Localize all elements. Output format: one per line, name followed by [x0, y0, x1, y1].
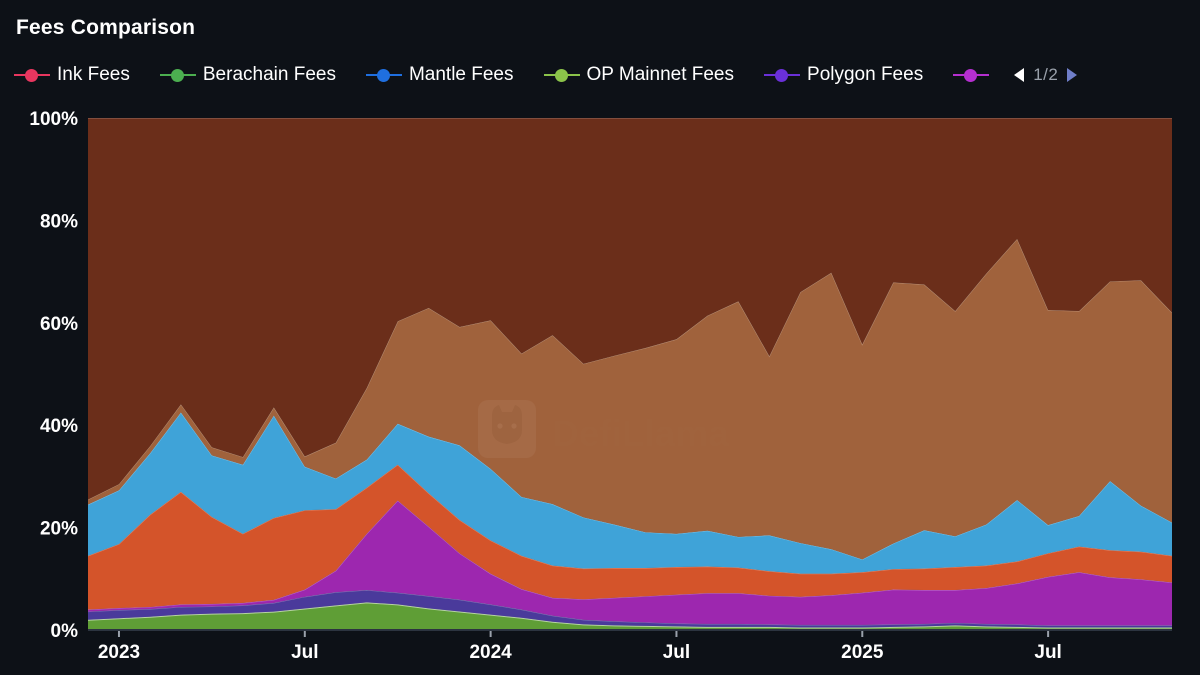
- legend-item-polygon-fees[interactable]: Polygon Fees: [764, 64, 923, 86]
- legend-label: Ink Fees: [57, 64, 130, 85]
- area-series: [88, 238, 1172, 560]
- area-series: [88, 118, 1172, 500]
- legend-dot-icon: [953, 67, 990, 83]
- y-axis-tick-label: 20%: [40, 519, 78, 540]
- chart-plot-area[interactable]: DefiLlama 0% 20% 40% 60% 80% 100% 2023 Jul 2024…: [0, 100, 1200, 675]
- x-axis-tick-label: Jul: [663, 642, 690, 663]
- chevron-right-icon[interactable]: [1067, 68, 1078, 82]
- stacked-area-chart: DefiLlama 0% 20% 40% 60% 80% 100% 2023 Jul 2024…: [29, 109, 1172, 663]
- y-axis-tick-label: 100%: [29, 109, 78, 130]
- legend-dot-icon: [14, 67, 50, 83]
- legend-pagination: 1/2: [1014, 65, 1078, 85]
- legend-label: Mantle Fees: [408, 64, 514, 85]
- area-series: [88, 590, 1172, 628]
- legend-label: OP Mainnet Fees: [586, 64, 735, 85]
- x-axis-tick-label: 2023: [98, 642, 140, 663]
- area-series: [88, 464, 1172, 610]
- legend-dot-icon: [543, 67, 580, 83]
- legend-page-count: 1/2: [1033, 65, 1059, 84]
- area-series-outline: [88, 237, 1172, 500]
- x-axis-tick-label: 2024: [469, 642, 512, 663]
- legend-dot-icon: [365, 67, 402, 83]
- legend-item-op-mainnet-fees[interactable]: OP Mainnet Fees: [543, 64, 735, 86]
- legend-dot-icon: [764, 67, 801, 83]
- chevron-left-icon[interactable]: [1014, 68, 1025, 82]
- y-axis-tick-label: 80%: [40, 211, 78, 232]
- y-axis-tick-label: 0%: [51, 621, 79, 642]
- defillama-watermark: DefiLlama: [478, 400, 729, 458]
- area-series: [88, 602, 1172, 630]
- area-series-group: [88, 118, 1172, 630]
- area-series-outline: [88, 499, 1172, 611]
- x-axis-tick-label: Jul: [1034, 642, 1061, 663]
- x-axis-tick-label: 2025: [841, 642, 884, 663]
- y-axis-tick-label: 60%: [40, 314, 78, 335]
- watermark-label: DefiLlama: [552, 413, 729, 454]
- x-axis-ticks: 2023 Jul 2024 Jul 2025 Jul: [98, 630, 1062, 663]
- y-axis-ticks: 0% 20% 40% 60% 80% 100%: [29, 109, 78, 642]
- legend-dot-icon: [159, 67, 196, 83]
- x-axis-tick-label: Jul: [291, 642, 318, 663]
- legend-label: Berachain Fees: [202, 64, 336, 85]
- area-series: [88, 412, 1172, 574]
- legend-item-berachain-fees[interactable]: Berachain Fees: [159, 64, 336, 86]
- page-title: Fees Comparison: [16, 16, 196, 39]
- legend-item-mantle-fees[interactable]: Mantle Fees: [365, 64, 514, 86]
- y-axis-tick-label: 40%: [40, 416, 78, 437]
- legend-item-truncated[interactable]: [953, 67, 996, 83]
- area-series: [88, 500, 1172, 626]
- legend-label: Polygon Fees: [807, 64, 924, 85]
- legend-item-ink-fees[interactable]: Ink Fees: [14, 64, 130, 86]
- chart-legend: Ink Fees Berachain Fees Mantle Fees OP M…: [14, 60, 1078, 90]
